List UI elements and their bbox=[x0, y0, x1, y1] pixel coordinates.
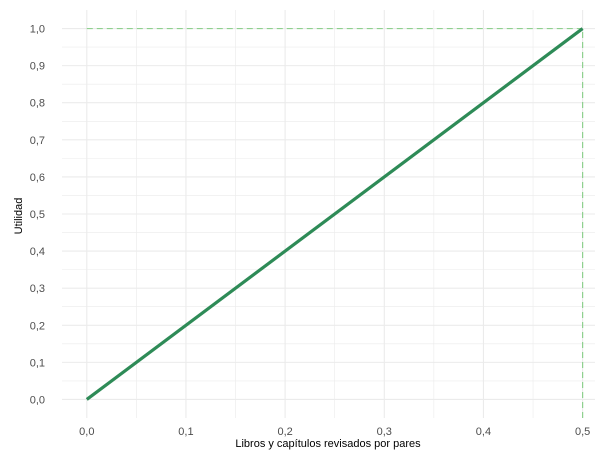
x-tick-label: 0,4 bbox=[476, 426, 491, 438]
y-tick-label: 1,0 bbox=[30, 24, 45, 36]
series bbox=[85, 27, 584, 401]
tick-labels: 0,0 0,1 0,2 0,3 0,4 0,5 0,0 0,1 0,2 0,3 0,4 0,5 0,6 0… bbox=[30, 24, 591, 438]
x-tick-label: 0,2 bbox=[277, 426, 292, 438]
y-tick-label: 0,8 bbox=[30, 98, 45, 110]
y-tick-label: 0,5 bbox=[30, 209, 45, 221]
x-axis-title: Libros y capítulos revisados por pares bbox=[235, 438, 421, 450]
x-tick-label: 0,0 bbox=[79, 426, 94, 438]
x-tick-label: 0,3 bbox=[377, 426, 392, 438]
y-tick-label: 0,4 bbox=[30, 246, 45, 258]
y-tick-label: 0,9 bbox=[30, 61, 45, 73]
x-tick-label: 0,5 bbox=[575, 426, 590, 438]
y-tick-label: 0,6 bbox=[30, 172, 45, 184]
y-tick-label: 0,2 bbox=[30, 320, 45, 332]
y-axis-title: Utilidad bbox=[13, 198, 25, 235]
y-tick-label: 0,3 bbox=[30, 283, 45, 295]
x-tick-label: 0,1 bbox=[178, 426, 193, 438]
y-tick-label: 0,7 bbox=[30, 135, 45, 147]
reference-lines bbox=[86, 27, 584, 418]
y-tick-label: 0,1 bbox=[30, 357, 45, 369]
y-tick-label: 0,0 bbox=[30, 394, 45, 406]
series-line bbox=[85, 27, 584, 401]
